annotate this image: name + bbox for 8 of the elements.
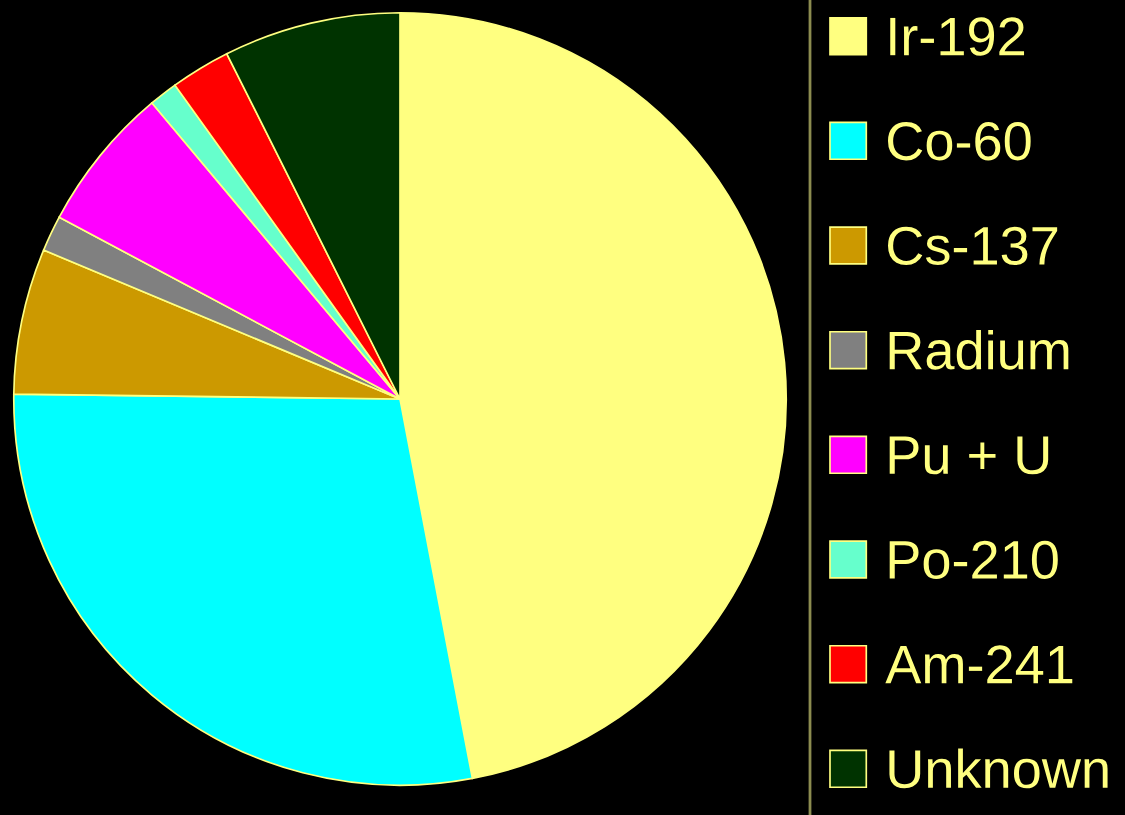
legend-label: Am-241 [885,645,1073,684]
legend-label: Unknown [889,748,1108,789]
legend-label: Pu + U [889,436,1049,475]
legend-label: Radium [889,329,1069,370]
legend-label: Po-210 [889,540,1058,580]
legend-label: Cs-137 [888,226,1058,266]
legend-label: Ir-192 [890,17,1025,56]
legend-label: Co-60 [888,122,1031,161]
